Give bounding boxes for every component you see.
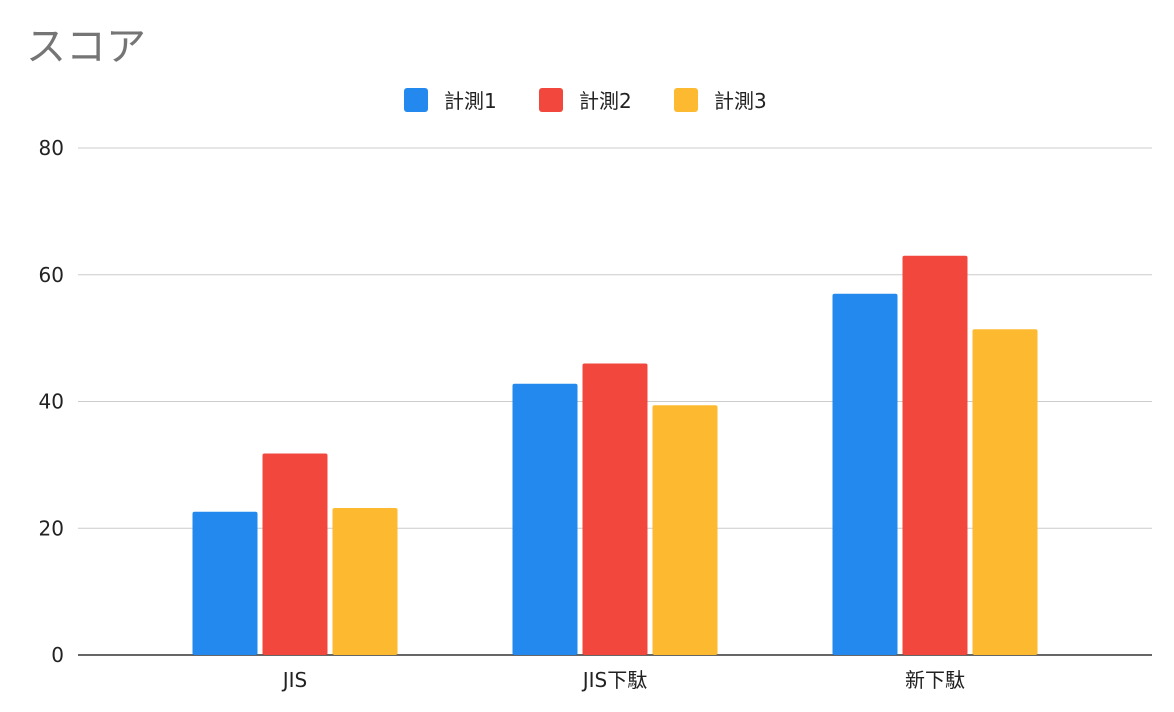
legend-label: 計測3 — [714, 89, 767, 113]
x-tick-labels: JIS JIS下駄 新下駄 — [281, 668, 965, 692]
x-tick-label: 新下駄 — [905, 668, 965, 692]
legend-label: 計測2 — [579, 89, 632, 113]
y-tick-label: 40 — [39, 390, 64, 414]
chart-title: スコア — [26, 24, 146, 70]
bar — [332, 507, 398, 655]
x-tick-label: JIS — [281, 668, 308, 692]
bar — [582, 363, 648, 655]
bar — [832, 293, 898, 655]
y-tick-label: 20 — [39, 516, 64, 540]
y-tick-label: 60 — [39, 263, 64, 287]
legend-swatch — [674, 88, 698, 112]
legend-label: 計測1 — [444, 89, 497, 113]
bars — [192, 255, 1038, 656]
bar — [972, 329, 1038, 655]
bar — [262, 453, 328, 655]
y-tick-labels: 0 20 40 60 80 — [39, 136, 64, 667]
bar — [512, 383, 578, 655]
y-tick-label: 0 — [51, 643, 64, 667]
y-tick-label: 80 — [39, 136, 64, 160]
bar — [192, 511, 258, 655]
bar — [902, 255, 968, 656]
x-tick-label: JIS下駄 — [581, 668, 648, 692]
legend-swatch — [404, 88, 428, 112]
legend-swatch — [539, 88, 563, 112]
bar — [652, 405, 718, 655]
legend: 計測1 計測2 計測3 — [404, 88, 767, 113]
